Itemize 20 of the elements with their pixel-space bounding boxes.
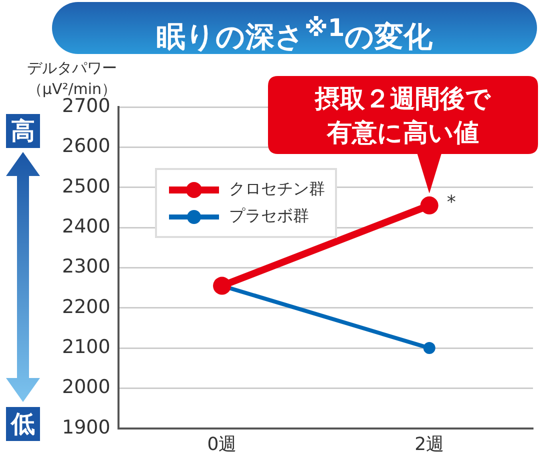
x-tick-label: 0週 [207, 434, 237, 455]
x-tick-label: 2週 [414, 434, 444, 455]
point [213, 276, 232, 295]
point [420, 196, 438, 214]
y-tick-label: 2500 [62, 175, 110, 198]
y-tick-label: 2000 [62, 376, 110, 398]
y-tick-label: 2100 [62, 336, 110, 358]
y-tick-label: 2300 [62, 256, 110, 278]
annotation: * [446, 192, 456, 214]
text: 高 [6, 114, 40, 148]
y-tick-label: 2400 [62, 215, 110, 238]
annotation: 摂取２週間後で有意に高い値 [314, 83, 492, 149]
y-tick-label: 2600 [62, 135, 110, 158]
y-tick-label: 2200 [62, 296, 110, 318]
chart-title: 眠りの深さ$^{※1}$の変化 [52, 2, 537, 54]
point [423, 342, 436, 354]
legend-label: クロセチン群 [229, 179, 325, 200]
legend-label: プラセボ群 [229, 206, 309, 227]
text: 低 [6, 407, 40, 441]
y-tick-label: 1900 [62, 416, 110, 438]
